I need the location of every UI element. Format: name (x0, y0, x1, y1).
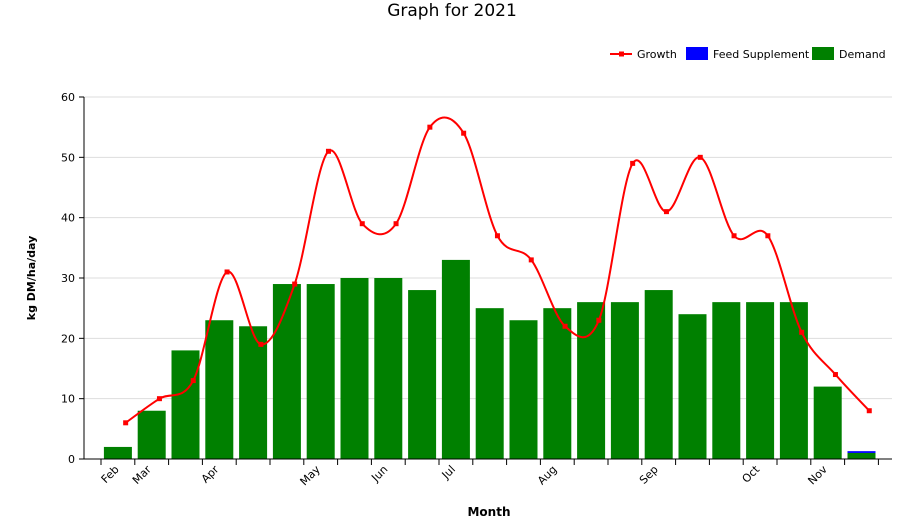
demand-bar (746, 302, 774, 459)
growth-point (495, 233, 500, 238)
growth-point (596, 318, 601, 323)
demand-bar (138, 411, 166, 459)
growth-point (461, 131, 466, 136)
growth-point (529, 257, 534, 262)
demand-bar (442, 260, 470, 459)
demand-bar (408, 290, 436, 459)
x-tick-label: Mar (130, 463, 154, 487)
growth-point (833, 372, 838, 377)
x-tick-label: Jun (368, 463, 390, 485)
growth-point (360, 221, 365, 226)
legend: Growth Feed Supplement Demand (610, 47, 886, 61)
growth-point (732, 233, 737, 238)
growth-point (157, 396, 162, 401)
x-tick-label: Nov (805, 463, 830, 488)
demand-bar (273, 284, 301, 459)
growth-point (326, 149, 331, 154)
demand-bar (307, 284, 335, 459)
x-tick-label: Jul (439, 463, 458, 482)
x-tick-label: May (298, 463, 324, 489)
legend-growth-label: Growth (637, 48, 677, 61)
demand-bar (712, 302, 740, 459)
demand-bar (341, 278, 369, 459)
demand-bar (814, 387, 842, 459)
legend-demand-swatch (812, 47, 834, 60)
demand-bar (645, 290, 673, 459)
growth-point (123, 420, 128, 425)
y-tick-label: 20 (61, 332, 75, 345)
demand-bar (679, 314, 707, 459)
demand-bar (543, 308, 571, 459)
feed-supplement-bar (848, 451, 876, 453)
growth-point (765, 233, 770, 238)
x-tick-label: Apr (199, 463, 222, 486)
demand-bar (848, 453, 876, 459)
growth-point (563, 324, 568, 329)
demand-bar (205, 320, 233, 459)
legend-demand-label: Demand (839, 48, 886, 61)
legend-feed-supplement-swatch (686, 47, 708, 60)
demand-bar (476, 308, 504, 459)
bars-layer (104, 260, 876, 459)
growth-point (427, 125, 432, 130)
demand-bar (374, 278, 402, 459)
growth-point (292, 282, 297, 287)
y-tick-label: 50 (61, 151, 75, 164)
growth-point (258, 342, 263, 347)
x-tick-label: Sep (637, 463, 661, 487)
growth-point (225, 269, 230, 274)
legend-feed-supplement-label: Feed Supplement (713, 48, 810, 61)
demand-bar (611, 302, 639, 459)
demand-bar (104, 447, 132, 459)
y-tick-label: 60 (61, 91, 75, 104)
chart-title: Graph for 2021 (387, 1, 517, 21)
legend-growth-marker (619, 52, 624, 57)
growth-point (867, 408, 872, 413)
growth-point (698, 155, 703, 160)
y-tick-label: 40 (61, 212, 75, 225)
x-tick-label: Oct (740, 462, 763, 485)
x-tick-label: Feb (99, 463, 122, 486)
growth-point (394, 221, 399, 226)
demand-bar (780, 302, 808, 459)
growth-point (191, 378, 196, 383)
growth-point (664, 209, 669, 214)
y-tick-label: 10 (61, 393, 75, 406)
x-tick-label: Aug (535, 463, 559, 487)
demand-bar (577, 302, 605, 459)
y-tick-label: 30 (61, 272, 75, 285)
growth-point (630, 161, 635, 166)
y-tick-label: 0 (68, 453, 75, 466)
demand-bar (172, 350, 200, 459)
demand-bar (510, 320, 538, 459)
growth-point (799, 330, 804, 335)
x-axis-label: Month (467, 505, 510, 519)
y-axis-label: kg DM/ha/day (25, 236, 38, 321)
